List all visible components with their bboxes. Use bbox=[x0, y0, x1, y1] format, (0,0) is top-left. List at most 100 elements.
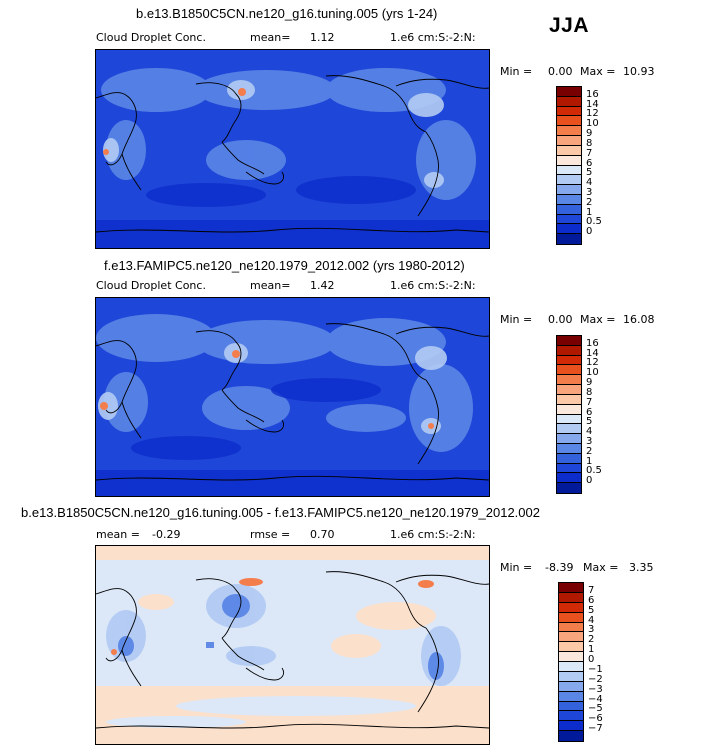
colorbar-swatch bbox=[559, 602, 583, 613]
colorbar-swatch bbox=[557, 165, 581, 176]
colorbar-swatch bbox=[559, 721, 583, 732]
colorbar-label: 1 bbox=[586, 206, 593, 218]
panel1-map-svg bbox=[96, 50, 489, 248]
colorbar-swatch bbox=[559, 711, 583, 722]
colorbar-swatch bbox=[557, 234, 581, 244]
colorbar-swatch bbox=[557, 87, 581, 97]
colorbar-label: 8 bbox=[586, 137, 593, 149]
panel3-cool-bands bbox=[106, 696, 416, 728]
colorbar-label: 7 bbox=[586, 396, 593, 408]
colorbar-label: 0 bbox=[586, 475, 593, 487]
panel1-dark-bands bbox=[96, 176, 489, 248]
colorbar-swatch bbox=[559, 701, 583, 712]
colorbar-swatch bbox=[557, 136, 581, 146]
season-label: JJA bbox=[549, 14, 590, 37]
colorbar-label: −6 bbox=[588, 713, 603, 725]
colorbar-label: 10 bbox=[586, 367, 599, 379]
colorbar-label: 6 bbox=[588, 594, 595, 606]
panel1-min-value: 0.00 bbox=[548, 65, 573, 78]
panel2-title: f.e13.FAMIPC5.ne120_ne120.1979_2012.002 … bbox=[104, 258, 465, 273]
colorbar-swatch bbox=[557, 443, 581, 454]
colorbar-label: −4 bbox=[588, 693, 603, 705]
panel3-map-svg bbox=[96, 546, 489, 744]
colorbar-swatch bbox=[559, 592, 583, 603]
colorbar-label: −1 bbox=[588, 663, 603, 675]
colorbar-swatch bbox=[557, 414, 581, 425]
colorbar-label: 6 bbox=[586, 406, 593, 418]
colorbar-swatch bbox=[557, 483, 581, 493]
panel3-mean-value: -0.29 bbox=[152, 528, 181, 541]
colorbar-label: 3 bbox=[588, 624, 595, 636]
panel3-mean-label: mean = bbox=[96, 528, 140, 541]
panel3-coastlines bbox=[96, 571, 489, 729]
panel3-min-value: -8.39 bbox=[545, 561, 574, 574]
panel1-coastlines bbox=[96, 75, 489, 233]
panel2-min-label: Min = bbox=[500, 313, 533, 326]
panel3-rmse-value: 0.70 bbox=[310, 528, 335, 541]
panel2-light-regions bbox=[96, 314, 473, 452]
panel1-max-value: 10.93 bbox=[623, 65, 655, 78]
colorbar-label: 9 bbox=[586, 128, 593, 140]
colorbar-label: 0 bbox=[588, 654, 595, 665]
colorbar-label: 3 bbox=[586, 435, 593, 447]
colorbar-swatch bbox=[557, 404, 581, 415]
colorbar-label: 2 bbox=[586, 196, 593, 208]
colorbar-swatch bbox=[559, 681, 583, 692]
panel1-hot-spots bbox=[103, 88, 246, 155]
panel2-min-value: 0.00 bbox=[548, 313, 573, 326]
panel2-max-label: Max = bbox=[580, 313, 616, 326]
colorbar-label: 0.5 bbox=[586, 216, 602, 228]
colorbar-label: 12 bbox=[586, 357, 599, 369]
colorbar-swatch bbox=[557, 394, 581, 405]
colorbar-swatch bbox=[557, 175, 581, 186]
panel2-colorbar bbox=[556, 335, 582, 494]
colorbar-label: 14 bbox=[586, 98, 599, 110]
colorbar-label: 1 bbox=[586, 455, 593, 467]
panel2-units: 1.e6 cm:S:-2:N: bbox=[390, 279, 476, 292]
colorbar-label: 16 bbox=[586, 88, 599, 100]
panel2-max-value: 16.08 bbox=[623, 313, 655, 326]
colorbar-swatch bbox=[557, 106, 581, 117]
panel3-max-label: Max = bbox=[583, 561, 619, 574]
panel2-variable: Cloud Droplet Conc. bbox=[96, 279, 206, 292]
colorbar-label: 4 bbox=[586, 177, 593, 189]
colorbar-swatch bbox=[559, 731, 583, 741]
colorbar-swatch bbox=[559, 583, 583, 593]
colorbar-swatch bbox=[557, 375, 581, 386]
colorbar-label: 7 bbox=[588, 584, 595, 596]
colorbar-swatch bbox=[559, 671, 583, 682]
colorbar-label: 5 bbox=[586, 416, 593, 428]
colorbar-swatch bbox=[557, 336, 581, 346]
colorbar-swatch bbox=[557, 204, 581, 215]
colorbar-swatch bbox=[559, 652, 583, 662]
panel3-units: 1.e6 cm:S:-2:N: bbox=[390, 528, 476, 541]
colorbar-swatch bbox=[557, 424, 581, 435]
colorbar-label: −2 bbox=[588, 673, 603, 685]
colorbar-label: 9 bbox=[586, 377, 593, 389]
panel2-dark-bands bbox=[96, 378, 489, 496]
colorbar-swatch bbox=[557, 224, 581, 235]
colorbar-label: 8 bbox=[586, 386, 593, 398]
colorbar-label: −5 bbox=[588, 703, 603, 715]
colorbar-swatch bbox=[557, 355, 581, 366]
colorbar-swatch bbox=[557, 473, 581, 484]
colorbar-swatch bbox=[559, 642, 583, 653]
panel2-map bbox=[95, 297, 490, 497]
colorbar-swatch bbox=[559, 691, 583, 702]
colorbar-swatch bbox=[559, 662, 583, 672]
panel2-mean-value: 1.42 bbox=[310, 279, 335, 292]
panel2-coastlines bbox=[96, 323, 489, 481]
colorbar-swatch bbox=[557, 155, 581, 166]
colorbar-swatch bbox=[557, 463, 581, 474]
colorbar-label: 1 bbox=[588, 644, 595, 656]
colorbar-swatch bbox=[557, 434, 581, 444]
panel1-max-label: Max = bbox=[580, 65, 616, 78]
colorbar-swatch bbox=[559, 622, 583, 633]
colorbar-label: 16 bbox=[586, 337, 599, 349]
panel1-colorbar bbox=[556, 86, 582, 245]
panel3-strong-negative bbox=[118, 594, 444, 680]
colorbar-label: 7 bbox=[586, 147, 593, 159]
colorbar-swatch bbox=[557, 145, 581, 156]
colorbar-label: −3 bbox=[588, 683, 603, 695]
panel3-title: b.e13.B1850C5CN.ne120_g16.tuning.005 - f… bbox=[21, 505, 540, 520]
